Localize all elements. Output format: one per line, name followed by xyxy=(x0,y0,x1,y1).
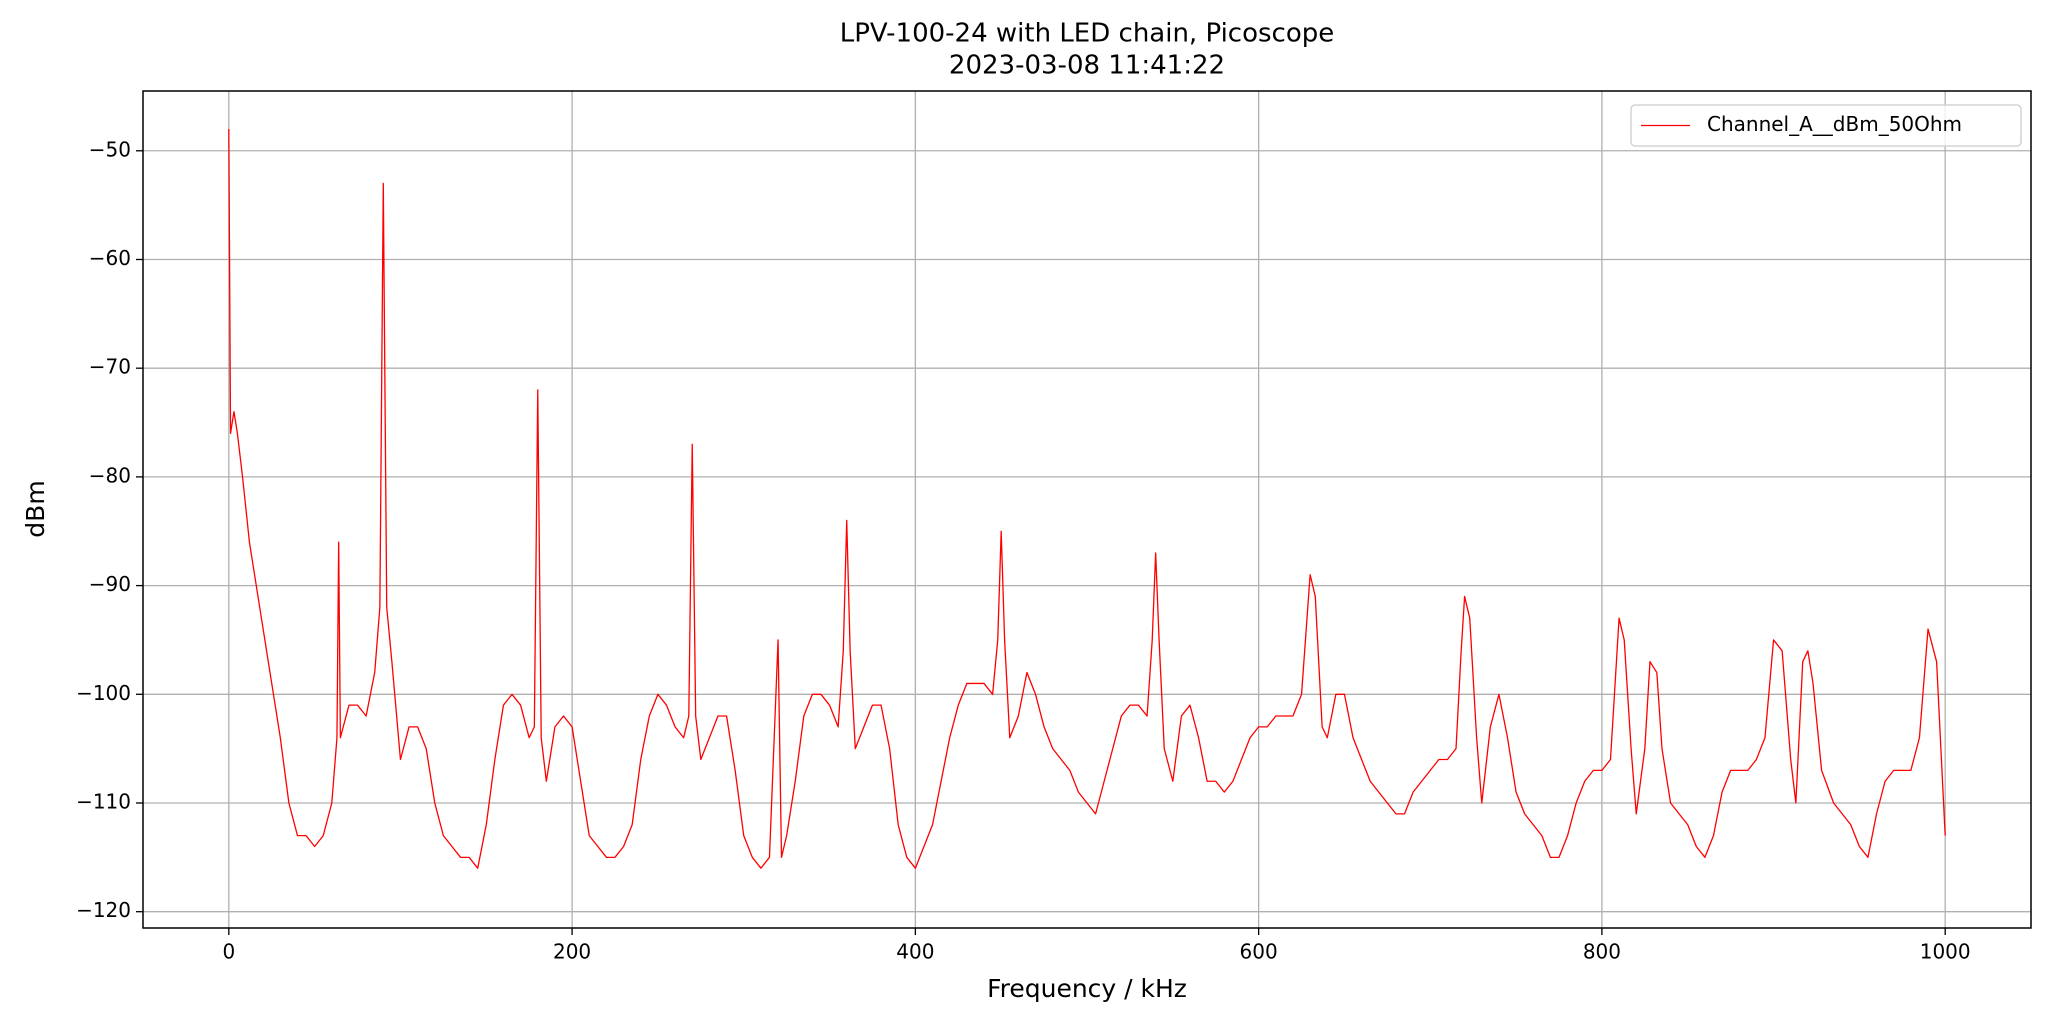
x-tick-label: 600 xyxy=(1240,940,1278,964)
y-tick-label: −110 xyxy=(76,789,131,813)
y-tick-label: −60 xyxy=(89,246,131,270)
y-tick-label: −50 xyxy=(89,137,131,161)
x-tick-label: 200 xyxy=(553,940,591,964)
y-tick-label: −120 xyxy=(76,898,131,922)
chart-title: LPV-100-24 with LED chain, Picoscope xyxy=(840,19,1335,49)
x-tick-label: 1000 xyxy=(1920,940,1971,964)
y-tick-label: −70 xyxy=(89,355,131,379)
legend-label: Channel_A__dBm_50Ohm xyxy=(1707,112,1962,136)
x-tick-label: 400 xyxy=(896,940,934,964)
x-axis-label: Frequency / kHz xyxy=(987,974,1187,1003)
y-tick-label: −80 xyxy=(89,463,131,487)
plot-frame xyxy=(142,90,2032,929)
x-tick-label: 0 xyxy=(222,940,235,964)
chart-subtitle: 2023-03-08 11:41:22 xyxy=(949,51,1225,81)
legend-box xyxy=(1630,104,2022,147)
data-line xyxy=(228,129,1946,869)
x-tick-label: 800 xyxy=(1583,940,1621,964)
y-tick-label: −100 xyxy=(76,681,131,705)
y-tick-label: −90 xyxy=(89,572,131,596)
y-axis-label: dBm xyxy=(21,480,50,537)
